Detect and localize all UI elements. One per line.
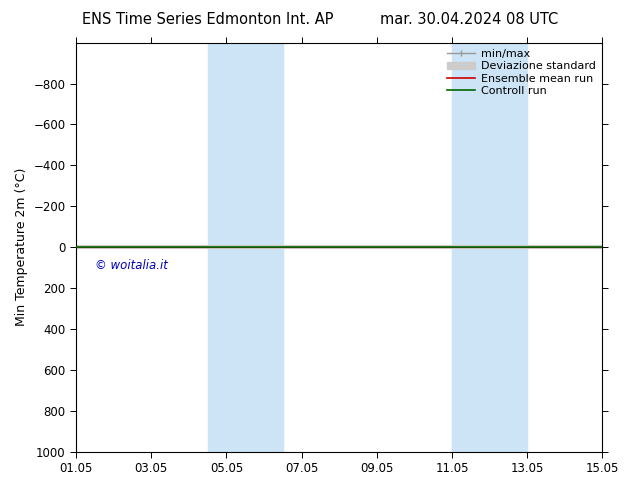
Y-axis label: Min Temperature 2m (°C): Min Temperature 2m (°C): [15, 168, 28, 326]
Text: mar. 30.04.2024 08 UTC: mar. 30.04.2024 08 UTC: [380, 12, 559, 27]
Bar: [452, 43, 527, 452]
Text: © woitalia.it: © woitalia.it: [95, 259, 168, 272]
Bar: [208, 43, 283, 452]
Legend: min/max, Deviazione standard, Ensemble mean run, Controll run: min/max, Deviazione standard, Ensemble m…: [443, 45, 600, 100]
Text: ENS Time Series Edmonton Int. AP: ENS Time Series Edmonton Int. AP: [82, 12, 334, 27]
